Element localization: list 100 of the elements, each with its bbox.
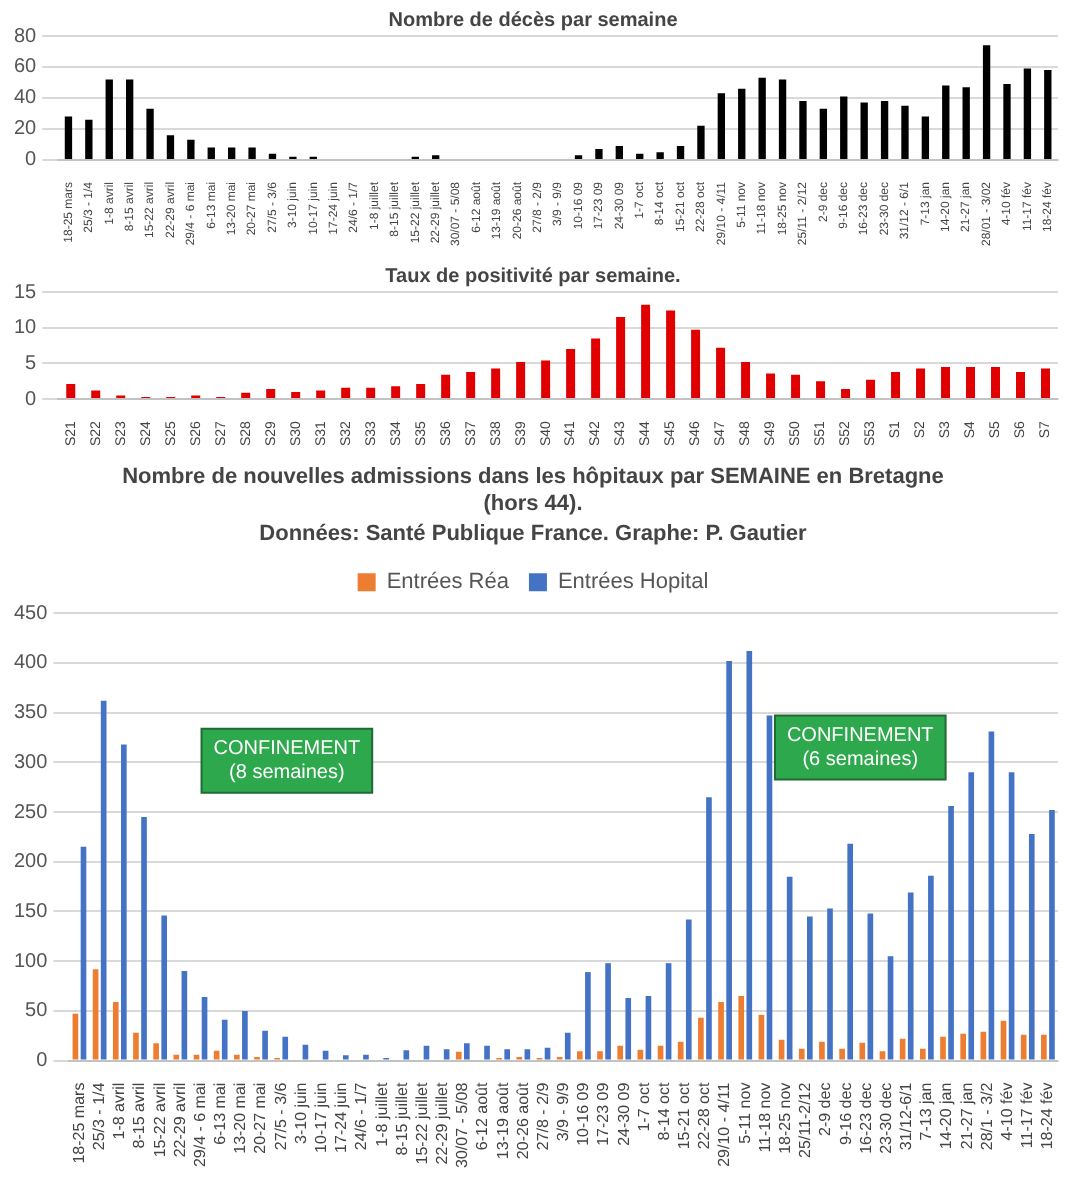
chart-subtitle: Données: Santé Publique France. Graphe: P. Gautier: [259, 522, 809, 547]
x-tick-label: 8-15 avril: [130, 1082, 149, 1149]
legend-label: Entrées Hopital: [557, 570, 709, 595]
bar: [807, 916, 813, 1060]
x-tick-label: 15-21 oct: [675, 1081, 694, 1150]
bar: [941, 366, 951, 399]
y-tick-label: 400: [13, 652, 49, 675]
bar: [948, 806, 954, 1060]
bar: [1023, 68, 1032, 159]
y-tick-label: 50: [25, 1000, 49, 1023]
x-tick-label: 18-24 fév: [1038, 1082, 1057, 1150]
bar: [839, 1048, 845, 1060]
bar: [441, 374, 451, 399]
bar: [866, 379, 876, 399]
bar: [966, 366, 976, 399]
x-tick-label: 6-13 mai: [211, 1082, 230, 1145]
bar: [766, 373, 776, 399]
x-tick-label: 13-20 mai: [231, 1082, 250, 1154]
legend-label: Entrées Réa: [386, 570, 511, 595]
bar: [605, 963, 611, 1060]
bar: [234, 1054, 240, 1060]
bar: [1003, 84, 1011, 159]
bar: [455, 1051, 462, 1060]
bar: [726, 660, 732, 1060]
x-tick-label: 25/11-2/12: [796, 1081, 815, 1158]
y-tick-label: 80: [14, 25, 38, 48]
bar: [416, 384, 426, 399]
bar: [901, 105, 909, 159]
y-tick-label: 60: [14, 56, 38, 79]
x-tick-label: 5-11 nov: [735, 1082, 754, 1144]
bar: [641, 304, 651, 399]
bar: [758, 77, 766, 159]
y-tick-label: 20: [14, 118, 38, 141]
bar: [615, 146, 624, 159]
y-tick-label: 150: [13, 900, 49, 923]
bar: [706, 797, 712, 1060]
bar: [778, 79, 787, 159]
bar: [860, 102, 868, 159]
x-tick-label: 4-10 fév: [997, 1082, 1016, 1141]
bar: [677, 1041, 684, 1060]
bar: [717, 93, 726, 159]
bar: [847, 843, 854, 1060]
bar: [133, 1032, 139, 1060]
bar: [391, 386, 401, 399]
bar: [262, 1030, 268, 1060]
bar: [676, 146, 685, 159]
y-tick-label: 0: [25, 149, 38, 172]
bar: [91, 390, 101, 399]
bar: [691, 329, 701, 399]
y-tick-label: 40: [14, 87, 38, 110]
x-tick-label: 25/3 - 1/4: [90, 1081, 109, 1151]
x-tick-label: 10-16 09: [574, 1081, 593, 1146]
x-tick-label: 14-20 jan: [937, 1082, 956, 1150]
bar: [625, 997, 632, 1060]
annotation: CONFINEMENT (8 semaines): [213, 738, 361, 785]
y-tick-label: 10: [14, 317, 38, 340]
bar: [880, 101, 889, 159]
bar: [1041, 368, 1050, 399]
bar: [524, 1049, 531, 1060]
bar: [741, 361, 751, 399]
x-tick-label: 2-9 dec: [816, 1082, 835, 1136]
y-tick-label: 100: [13, 950, 49, 973]
bar: [207, 147, 215, 159]
bar: [791, 374, 801, 399]
x-tick-label: 18-25 nov: [776, 1082, 795, 1154]
bar: [66, 384, 76, 399]
bar: [656, 152, 664, 159]
bar: [1028, 833, 1035, 1060]
bar: [942, 85, 950, 159]
x-tick-label: 23-30 dec: [876, 1082, 895, 1154]
bar: [366, 387, 376, 399]
y-tick-label: 450: [13, 602, 49, 625]
x-tick-label: 11-17 fév: [1018, 1082, 1037, 1149]
bar: [403, 1050, 410, 1060]
bar: [685, 919, 692, 1060]
bar: [316, 390, 326, 399]
x-tick-label: 17-24 juin: [332, 1082, 351, 1153]
bar: [716, 347, 726, 399]
bar: [1016, 371, 1026, 399]
bar: [146, 108, 154, 159]
x-tick-label: 11-18 nov: [755, 1082, 774, 1153]
x-tick-label: 24/6 - 1/7: [352, 1081, 371, 1151]
bar: [879, 1051, 886, 1060]
bar: [920, 1048, 926, 1060]
x-tick-label: 3-10 juin: [291, 1082, 310, 1144]
y-tick-label: 5: [25, 352, 38, 375]
bar: [85, 119, 93, 159]
bar: [738, 995, 745, 1060]
bar: [595, 149, 603, 159]
x-tick-label: 21-27 jan: [957, 1082, 976, 1150]
x-tick-label: 7-13 jan: [917, 1082, 936, 1141]
y-tick-label: 0: [36, 1050, 49, 1073]
bar: [504, 1049, 511, 1060]
y-tick-label: 200: [13, 851, 49, 874]
x-tick-label: 1-7 oct: [634, 1081, 653, 1132]
x-tick-label: 29/10 - 4/11: [715, 1081, 734, 1167]
x-tick-label: 27/8 - 2/9: [533, 1081, 552, 1151]
x-tick-label: 31/12-6/1: [897, 1081, 916, 1151]
bar: [617, 1045, 623, 1060]
x-tick-label: 28/1 - 3/2: [977, 1081, 996, 1151]
